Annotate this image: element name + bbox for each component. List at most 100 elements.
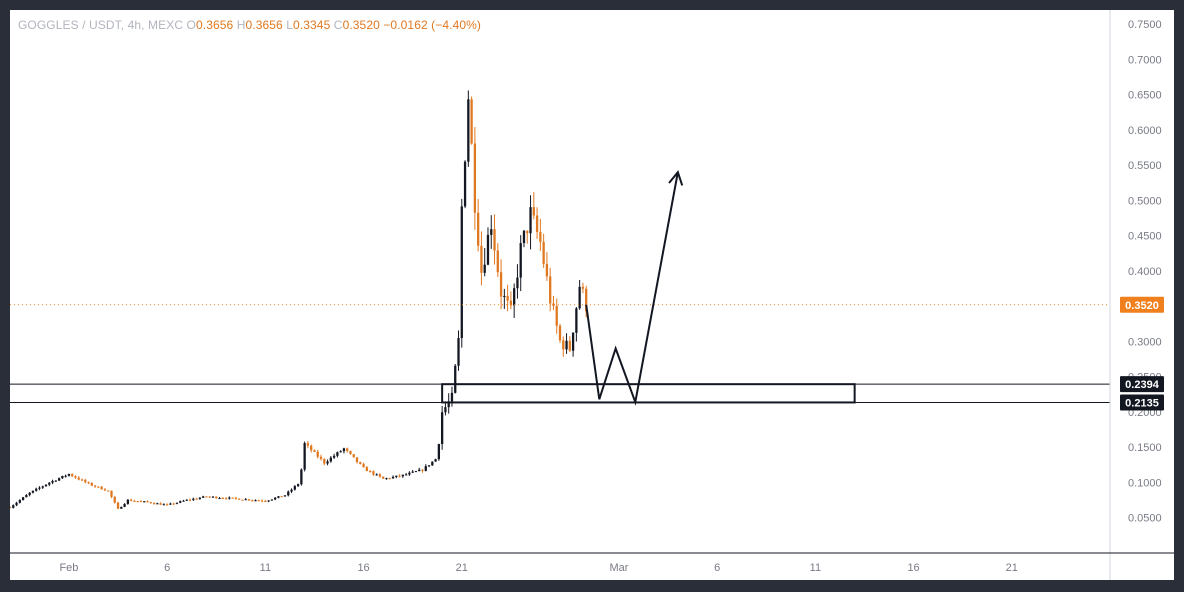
candle-body <box>198 497 202 499</box>
candle-body <box>568 340 571 351</box>
x-tick-label: 6 <box>164 562 170 574</box>
candle-body <box>411 471 414 473</box>
candle-body <box>35 488 38 491</box>
candle-body <box>303 443 306 470</box>
candle-body <box>388 478 391 480</box>
candle-body <box>44 484 48 487</box>
candle-body <box>552 303 555 306</box>
candle-body <box>100 486 103 490</box>
candle-body <box>385 478 388 480</box>
candle-body <box>490 229 493 235</box>
candle-body <box>355 457 359 463</box>
candle-body <box>64 475 67 477</box>
candle-body <box>496 250 499 273</box>
x-tick-label: 11 <box>260 562 271 574</box>
candle-body <box>454 365 457 393</box>
change-value: −0.0162 (−4.40%) <box>383 18 481 32</box>
candle-body <box>80 479 84 481</box>
candle-body <box>427 465 431 467</box>
candle-body <box>247 499 251 501</box>
x-tick-label: Feb <box>59 562 78 574</box>
candle-body <box>257 500 260 502</box>
candle-body <box>97 486 100 488</box>
x-tick-label: 21 <box>1006 562 1018 574</box>
candle-body <box>156 503 159 505</box>
candle-body <box>277 496 280 498</box>
candle-body <box>581 286 585 289</box>
candle-body <box>506 295 509 301</box>
candle-body <box>152 503 156 505</box>
support-zone-box <box>441 383 856 404</box>
candle-body <box>126 499 130 504</box>
candle-body <box>326 461 329 464</box>
candle-body <box>54 480 57 482</box>
low-label: L <box>286 18 294 32</box>
candle-body <box>401 474 405 477</box>
candle-body <box>421 469 424 471</box>
x-tick-label: 6 <box>714 562 720 574</box>
candle-body <box>450 392 454 402</box>
candle-body <box>319 456 323 459</box>
candle-body <box>260 500 264 502</box>
candle-body <box>375 474 378 476</box>
y-tick-label: 0.6000 <box>1128 125 1162 137</box>
candle-body <box>264 501 267 503</box>
candle-body <box>77 477 80 480</box>
close-value: 0.3520 <box>342 18 380 32</box>
candle-body <box>71 473 74 477</box>
candle-body <box>61 475 64 479</box>
candle-body <box>300 469 303 485</box>
candle-body <box>414 471 418 473</box>
candle-body <box>437 444 441 460</box>
candle-body <box>549 276 552 304</box>
candle-body <box>133 500 136 502</box>
candle-body <box>238 498 241 500</box>
candle-body <box>267 500 270 502</box>
candle-body <box>342 448 346 452</box>
candle-body <box>120 506 123 509</box>
candles <box>10 90 588 510</box>
candle-body <box>332 455 336 458</box>
zone-bottom-tag-label: 0.2135 <box>1125 397 1159 409</box>
candle-body <box>192 498 195 500</box>
candle-body <box>228 497 231 499</box>
candle-body <box>215 496 218 499</box>
candle-body <box>185 499 188 501</box>
low-value: 0.3345 <box>293 18 331 32</box>
y-tick-label: 0.4500 <box>1128 231 1162 243</box>
candle-body <box>211 496 215 498</box>
candle-body <box>585 288 588 312</box>
candle-body <box>129 499 133 501</box>
candle-body <box>368 471 372 473</box>
candle-body <box>136 501 139 503</box>
x-tick-label: 21 <box>456 562 468 574</box>
candle-body <box>74 476 77 478</box>
candle-body <box>67 473 71 476</box>
candle-body <box>10 507 12 509</box>
candle-body <box>107 490 110 492</box>
candle-body <box>290 489 293 492</box>
candle-body <box>306 443 310 446</box>
candle-body <box>31 490 35 493</box>
candle-body <box>283 495 287 497</box>
candle-body <box>172 503 175 505</box>
candle-body <box>48 482 51 485</box>
candle-body <box>444 407 447 413</box>
candle-body <box>169 503 172 505</box>
y-tick-label: 0.4000 <box>1128 266 1162 278</box>
candle-body <box>418 469 421 472</box>
candle-body <box>513 288 516 306</box>
candle-body <box>378 474 382 477</box>
chart-canvas[interactable]: 0.05000.10000.15000.20000.25000.30000.35… <box>10 10 1174 580</box>
x-tick-label: 16 <box>357 562 369 574</box>
candle-body <box>287 491 290 496</box>
candle-body <box>84 479 87 483</box>
candle-body <box>457 338 460 366</box>
candle-body <box>359 462 362 465</box>
candle-body <box>395 475 398 477</box>
high-value: 0.3656 <box>245 18 283 32</box>
candle-body <box>251 500 254 502</box>
candle-body <box>565 340 568 350</box>
candle-body <box>434 459 437 462</box>
candle-body <box>516 277 519 289</box>
